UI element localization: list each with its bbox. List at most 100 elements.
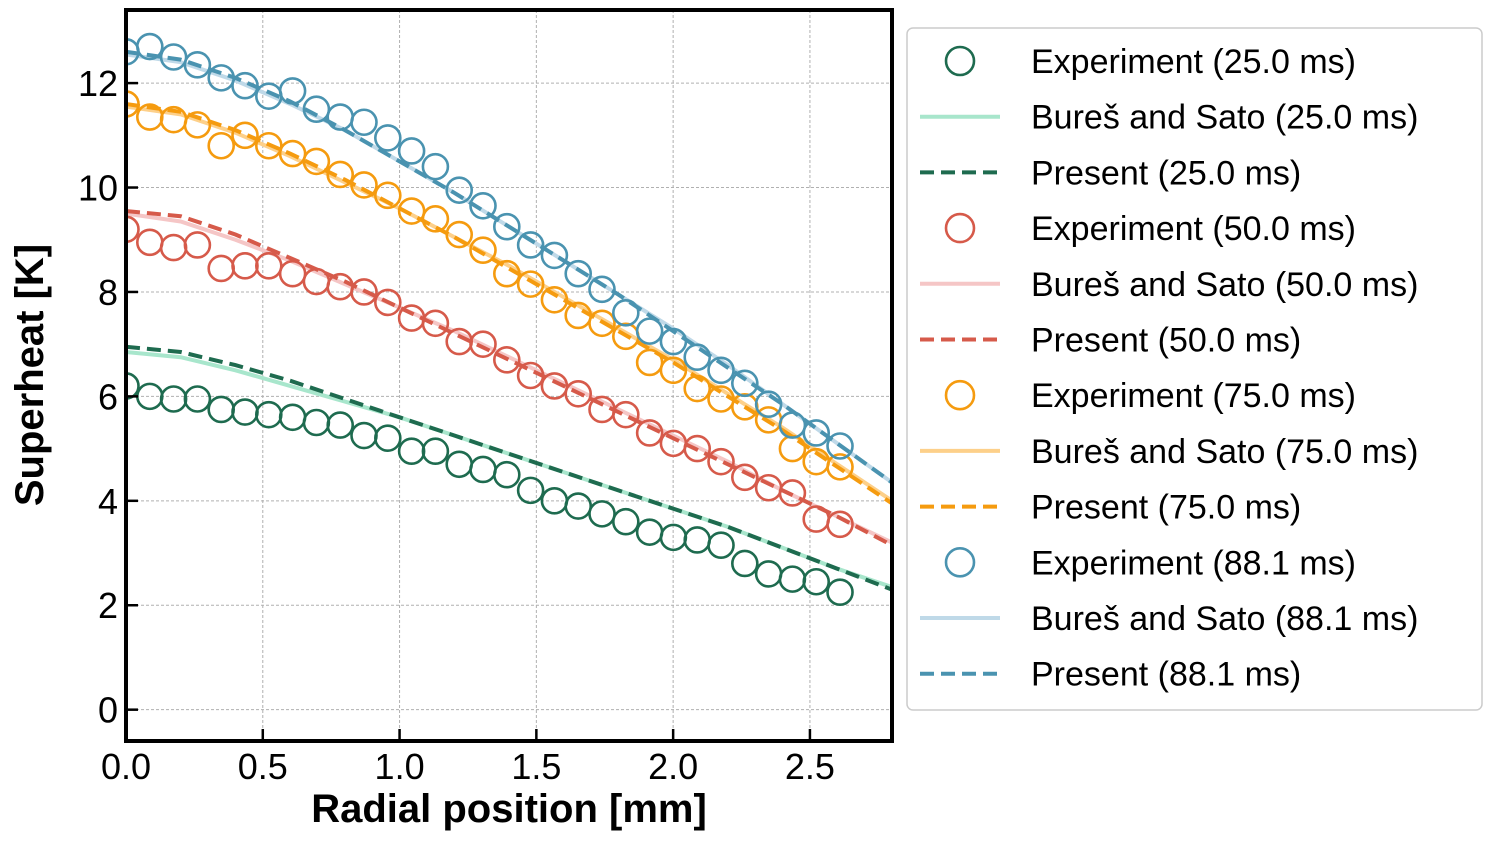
legend-label: Experiment (25.0 ms) bbox=[1031, 43, 1356, 81]
experiment-point bbox=[612, 507, 640, 536]
experiment-point bbox=[707, 356, 735, 385]
experiment-point bbox=[421, 309, 450, 338]
experiment-point bbox=[374, 181, 402, 210]
experiment-point bbox=[493, 259, 521, 288]
experiment-point bbox=[778, 479, 807, 507]
legend: Experiment (25.0 ms) Bureš and Sato (25.0… bbox=[906, 27, 1483, 711]
y-tick-label: 4 bbox=[98, 481, 118, 522]
experiment-point bbox=[136, 32, 164, 61]
experiment-point bbox=[207, 131, 236, 160]
y-tick-label: 8 bbox=[98, 272, 118, 313]
x-tick-label: 2.0 bbox=[648, 746, 698, 787]
experiment-point bbox=[350, 108, 378, 137]
experiment-point bbox=[731, 463, 759, 492]
experiment-point bbox=[802, 567, 831, 596]
legend-box bbox=[906, 27, 1483, 711]
experiment-point bbox=[731, 549, 759, 578]
experiment-point bbox=[540, 285, 569, 314]
legend-label: Experiment (88.1 ms) bbox=[1031, 544, 1356, 582]
y-axis-title: Superheat [K] bbox=[8, 244, 52, 506]
experiment-point bbox=[231, 121, 259, 150]
experiment-point bbox=[564, 379, 593, 408]
experiment-point bbox=[469, 330, 497, 358]
legend-label: Bureš and Sato (88.1 ms) bbox=[1031, 600, 1418, 638]
x-tick-label: 2.5 bbox=[785, 746, 835, 787]
experiment-point bbox=[350, 171, 378, 199]
x-tick-label: 0.5 bbox=[238, 746, 288, 787]
experiment-point bbox=[588, 309, 616, 338]
legend-items: Experiment (25.0 ms) Bureš and Sato (25.0… bbox=[920, 43, 1418, 694]
experiment-point bbox=[659, 327, 688, 356]
experiment-point bbox=[326, 411, 355, 439]
experiment-point bbox=[826, 510, 854, 539]
experiment-point bbox=[350, 278, 378, 306]
experiment-point bbox=[374, 424, 402, 452]
legend-marker-experiment bbox=[944, 45, 976, 77]
experiment-point bbox=[183, 51, 212, 79]
present-line-series bbox=[126, 209, 892, 547]
experiment-point bbox=[445, 220, 474, 249]
y-tick-label: 12 bbox=[78, 63, 118, 104]
experiment-point bbox=[183, 111, 212, 139]
experiment-point bbox=[374, 288, 402, 317]
experiment-point bbox=[683, 374, 712, 403]
legend-label: Bureš and Sato (75.0 ms) bbox=[1031, 433, 1418, 471]
present-line-series bbox=[126, 102, 892, 506]
plot-layer bbox=[126, 32, 892, 606]
experiment-point bbox=[564, 259, 593, 288]
experiment-point bbox=[469, 236, 497, 264]
legend-marker-experiment bbox=[944, 379, 976, 411]
experiment-point bbox=[516, 361, 545, 390]
experiment-point bbox=[659, 356, 688, 385]
experiment-point bbox=[516, 231, 545, 259]
experiment-point bbox=[612, 299, 640, 327]
tick-layer: 0.0 0.5 1.0 1.5 2.0 2.5 0 2 4 6 8 10 12 bbox=[78, 63, 835, 787]
y-tick-label: 6 bbox=[98, 376, 118, 417]
experiment-point bbox=[126, 90, 140, 118]
experiment-point bbox=[302, 147, 331, 176]
experiment-point bbox=[612, 400, 640, 429]
experiment-point bbox=[421, 205, 450, 233]
present-line-series bbox=[126, 344, 892, 592]
legend-label: Bureš and Sato (50.0 ms) bbox=[1031, 266, 1418, 304]
experiment-point bbox=[707, 531, 735, 559]
experiment-point bbox=[778, 434, 807, 463]
experiment-point bbox=[183, 385, 212, 413]
x-tick-label: 0.0 bbox=[101, 746, 151, 787]
experiment-point bbox=[183, 231, 212, 259]
experiment-point bbox=[826, 578, 854, 606]
experiment-point bbox=[493, 460, 521, 489]
experiment-point bbox=[731, 369, 759, 398]
legend-marker-experiment bbox=[944, 212, 976, 244]
experiment-point bbox=[126, 215, 140, 244]
model-line-series bbox=[126, 350, 892, 589]
legend-label: Present (50.0 ms) bbox=[1031, 322, 1301, 360]
experiment-point bbox=[635, 317, 664, 345]
experiment-point bbox=[326, 160, 355, 189]
y-tick-label: 10 bbox=[78, 168, 118, 209]
legend-label: Experiment (50.0 ms) bbox=[1031, 210, 1356, 248]
experiment-point bbox=[445, 176, 474, 204]
experiment-point bbox=[231, 71, 259, 100]
x-axis-title: Radial position [mm] bbox=[311, 787, 707, 831]
y-tick-label: 0 bbox=[98, 690, 118, 731]
experiment-point bbox=[421, 152, 450, 181]
y-tick-label: 2 bbox=[98, 585, 118, 626]
experiment-point bbox=[126, 372, 140, 400]
x-tick-label: 1.5 bbox=[511, 746, 561, 787]
experiment-point bbox=[540, 241, 569, 270]
legend-label: Present (88.1 ms) bbox=[1031, 656, 1301, 694]
legend-label: Present (25.0 ms) bbox=[1031, 154, 1301, 192]
experiment-point bbox=[397, 137, 426, 165]
legend-label: Experiment (75.0 ms) bbox=[1031, 377, 1356, 415]
legend-marker-experiment bbox=[944, 546, 976, 578]
plot-frame bbox=[124, 8, 894, 743]
experiment-point bbox=[802, 419, 831, 447]
experiment-point bbox=[826, 432, 854, 460]
experiment-point bbox=[826, 453, 854, 481]
experiment-point bbox=[707, 447, 735, 476]
experiment-point bbox=[493, 212, 521, 241]
present-line-series bbox=[126, 49, 892, 485]
